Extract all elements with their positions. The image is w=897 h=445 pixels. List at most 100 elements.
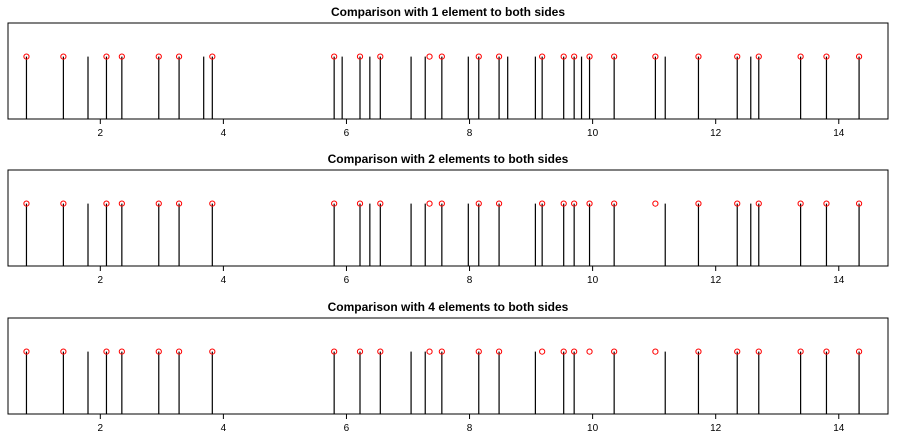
peak-marker <box>155 53 162 60</box>
x-tick-label: 10 <box>587 275 599 286</box>
peak-marker <box>560 348 567 355</box>
chart-panel-3: Comparison with 4 elements to both sides… <box>7 300 889 434</box>
peak-marker <box>734 348 741 355</box>
peak-marker <box>60 200 67 207</box>
peak-marker <box>23 53 30 60</box>
peak-marker <box>560 53 567 60</box>
peak-marker <box>797 348 804 355</box>
panels: Comparison with 1 element to both sides 2… <box>7 5 889 434</box>
peak-marker <box>797 53 804 60</box>
x-tick-label: 12 <box>710 128 722 139</box>
peak-marker <box>539 348 546 355</box>
peak-marker <box>652 348 659 355</box>
peak-marker <box>652 200 659 207</box>
peak-marker <box>823 348 830 355</box>
peak-marker <box>331 348 338 355</box>
x-tick-label: 14 <box>833 423 845 434</box>
peak-marker <box>734 53 741 60</box>
x-tick-label: 6 <box>344 128 350 139</box>
peak-marker <box>103 348 110 355</box>
peak-marker <box>175 200 183 207</box>
peak-marker <box>571 348 578 355</box>
peak-marker <box>438 53 445 60</box>
peak-marker <box>356 200 364 207</box>
peak-marker <box>734 200 741 207</box>
peak-marker <box>331 200 338 207</box>
x-tick-label: 10 <box>587 423 599 434</box>
peak-marker <box>695 200 702 207</box>
chart-panel-1: Comparison with 1 element to both sides 2… <box>7 5 889 139</box>
peak-marker <box>155 200 162 207</box>
peak-marker <box>755 348 762 355</box>
peak-marker <box>611 348 618 355</box>
peak-marker <box>426 53 433 60</box>
peak-marker <box>855 200 863 207</box>
peak-marker <box>60 53 67 60</box>
peak-marker <box>560 200 567 207</box>
peak-marker <box>495 348 503 355</box>
x-tick-label: 12 <box>710 275 722 286</box>
peak-marker <box>755 53 762 60</box>
x-tick-label: 4 <box>221 275 227 286</box>
peak-marker <box>155 348 162 355</box>
peak-marker <box>23 200 30 207</box>
peak-marker <box>611 200 618 207</box>
peak-marker <box>695 348 702 355</box>
peak-marker <box>475 53 482 60</box>
peak-marker <box>611 53 618 60</box>
peak-marker <box>855 53 863 60</box>
x-tick-label: 8 <box>467 275 473 286</box>
panel-title: Comparison with 2 elements to both sides <box>328 152 569 166</box>
x-tick-label: 14 <box>833 275 845 286</box>
x-tick-label: 2 <box>98 128 104 139</box>
peak-marker <box>438 348 445 355</box>
peak-marker <box>356 348 364 355</box>
peak-marker <box>118 200 125 207</box>
peak-marker <box>586 200 593 207</box>
x-tick-label: 4 <box>221 128 227 139</box>
peak-marker <box>103 53 110 60</box>
peak-marker <box>356 53 364 60</box>
peak-marker <box>495 53 503 60</box>
plot-frame <box>7 22 889 120</box>
x-tick-label: 14 <box>833 128 845 139</box>
x-tick-label: 6 <box>344 423 350 434</box>
x-tick-label: 2 <box>98 275 104 286</box>
peak-marker <box>23 348 30 355</box>
peak-marker <box>175 53 183 60</box>
peak-marker <box>175 348 183 355</box>
peak-marker <box>438 200 445 207</box>
x-tick-label: 12 <box>710 423 722 434</box>
peak-marker <box>475 200 482 207</box>
peak-marker <box>377 348 384 355</box>
peak-marker <box>377 53 384 60</box>
peak-marker <box>103 200 110 207</box>
plot-frame <box>7 317 889 415</box>
panel-title: Comparison with 4 elements to both sides <box>328 300 569 314</box>
plot-frame <box>7 169 889 267</box>
x-tick-label: 8 <box>467 423 473 434</box>
peak-marker <box>118 53 125 60</box>
peak-marker <box>495 200 503 207</box>
peak-marker <box>586 348 593 355</box>
x-tick-label: 6 <box>344 275 350 286</box>
peak-marker <box>539 53 546 60</box>
peak-marker <box>755 200 762 207</box>
peak-marker <box>586 53 593 60</box>
peak-marker <box>426 348 433 355</box>
peak-marker <box>571 53 578 60</box>
peak-marker <box>823 200 830 207</box>
peak-marker <box>695 53 702 60</box>
peak-marker <box>855 348 863 355</box>
peak-marker <box>539 200 546 207</box>
peak-marker <box>60 348 67 355</box>
peak-marker <box>426 200 433 207</box>
peak-marker <box>475 348 482 355</box>
panel-title: Comparison with 1 element to both sides <box>331 5 565 19</box>
chart-panel-2: Comparison with 2 elements to both sides… <box>7 152 889 286</box>
peak-marker <box>797 200 804 207</box>
peak-marker <box>823 53 830 60</box>
peak-marker <box>209 200 216 207</box>
peak-marker <box>209 348 216 355</box>
